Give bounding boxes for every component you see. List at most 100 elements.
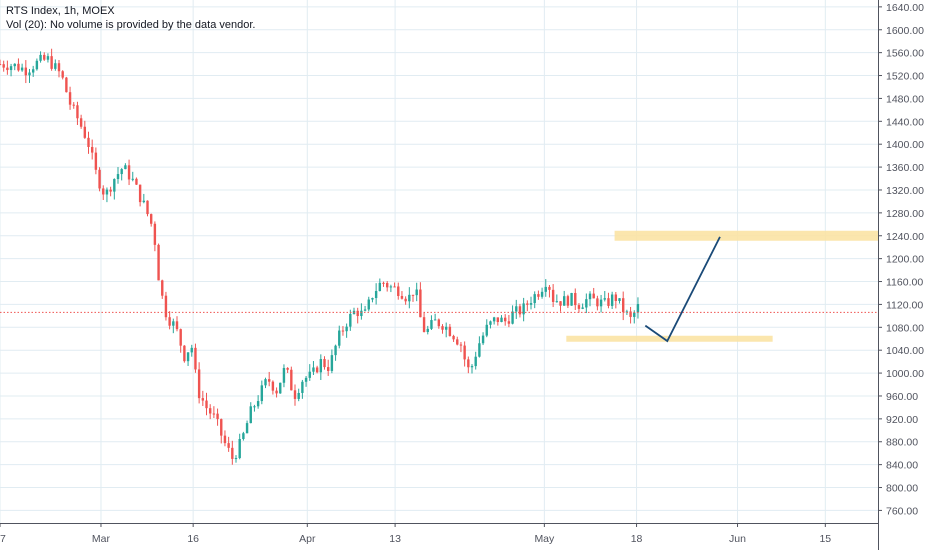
candle-body <box>345 326 348 332</box>
candle-body <box>393 286 396 288</box>
candle-body <box>102 188 105 195</box>
candle-body <box>105 189 109 195</box>
candle-body <box>87 137 90 147</box>
candle-body <box>190 347 193 353</box>
candle-body <box>183 345 186 362</box>
candle-body <box>13 63 16 67</box>
candle-body <box>264 379 267 386</box>
candle-body <box>0 64 2 66</box>
candle-body <box>452 335 455 340</box>
candle-body <box>301 381 304 393</box>
candle-body <box>618 298 621 301</box>
candle-body <box>382 282 385 284</box>
candle-body <box>153 223 157 245</box>
candle-body <box>61 71 64 78</box>
candle-body <box>308 371 311 378</box>
candle-body <box>566 296 570 306</box>
candle-body <box>286 367 289 370</box>
candle-body <box>138 184 142 203</box>
candle-body <box>164 295 168 318</box>
candle-body <box>633 312 636 317</box>
candle-body <box>474 356 477 367</box>
candle-body <box>367 299 370 310</box>
candle-body <box>146 200 149 215</box>
y-tick-label: 1400.00 <box>886 139 924 151</box>
x-tick-label: 17 <box>0 533 6 545</box>
candle-body <box>227 443 230 448</box>
candle-body <box>6 67 9 71</box>
candle-body <box>28 72 31 76</box>
candle-body <box>20 67 24 71</box>
candle-body <box>515 306 518 312</box>
candle-body <box>245 423 249 434</box>
candle-body <box>172 321 175 326</box>
projection-path <box>644 236 721 343</box>
candle-body <box>9 66 13 71</box>
candle-body <box>31 69 35 73</box>
candle-body <box>408 294 411 302</box>
candle-body <box>459 344 463 346</box>
candle-body <box>389 286 393 288</box>
candle-body <box>481 335 485 344</box>
candle-body <box>168 317 171 326</box>
candle-body <box>131 178 134 180</box>
candle-body <box>234 458 238 460</box>
candle-body <box>378 282 382 292</box>
volume-note: Vol (20): No volume is provided by the d… <box>6 19 256 31</box>
y-tick-label: 1280.00 <box>886 208 924 220</box>
candle-body <box>522 303 525 315</box>
candle-body <box>622 298 625 313</box>
candle-body <box>551 289 555 302</box>
y-tick-label: 1480.00 <box>886 93 924 105</box>
x-tick-label: May <box>534 533 555 545</box>
x-tick-label: 15 <box>819 533 831 545</box>
candle-body <box>142 200 146 203</box>
y-tick-label: 1640.00 <box>886 2 924 14</box>
y-tick-label: 1600.00 <box>886 25 924 37</box>
candle-body <box>94 152 98 170</box>
candle-body <box>603 298 606 300</box>
candle-body <box>212 413 216 415</box>
y-tick-label: 1520.00 <box>886 71 924 83</box>
candle-body <box>596 298 599 307</box>
candle-body <box>201 398 205 401</box>
y-tick-label: 1040.00 <box>886 345 924 357</box>
candle-body <box>430 320 433 329</box>
candle-body <box>267 379 271 382</box>
y-tick-label: 760.00 <box>886 505 918 517</box>
candle-body <box>161 280 164 296</box>
candle-body <box>175 321 179 330</box>
y-tick-label: 840.00 <box>886 460 918 472</box>
y-tick-label: 920.00 <box>886 414 918 426</box>
candle-body <box>492 317 496 322</box>
candle-body <box>127 165 131 180</box>
candle-body <box>404 298 407 302</box>
candle-body <box>504 317 507 322</box>
candle-body <box>249 406 252 424</box>
y-tick-label: 1120.00 <box>886 299 923 311</box>
candle-body <box>599 299 603 307</box>
candle-body <box>290 369 293 391</box>
y-tick-label: 1560.00 <box>886 48 924 60</box>
candle-body <box>485 324 488 336</box>
candle-body <box>109 189 112 192</box>
candle-body <box>467 359 470 368</box>
candle-body <box>253 406 256 408</box>
candle-body <box>79 118 83 127</box>
candle-body <box>54 63 57 69</box>
candle-body <box>46 56 50 60</box>
candle-body <box>592 293 595 299</box>
symbol-title: RTS Index, 1h, MOEX <box>6 5 115 17</box>
candle-body <box>478 343 481 357</box>
candle-body <box>338 330 341 346</box>
candle-body <box>223 435 227 444</box>
candle-body <box>135 178 138 185</box>
candle-body <box>563 296 566 306</box>
candle-body <box>231 447 234 459</box>
candle-body <box>186 352 190 362</box>
candle-body <box>35 60 39 70</box>
candle-body <box>197 369 201 399</box>
